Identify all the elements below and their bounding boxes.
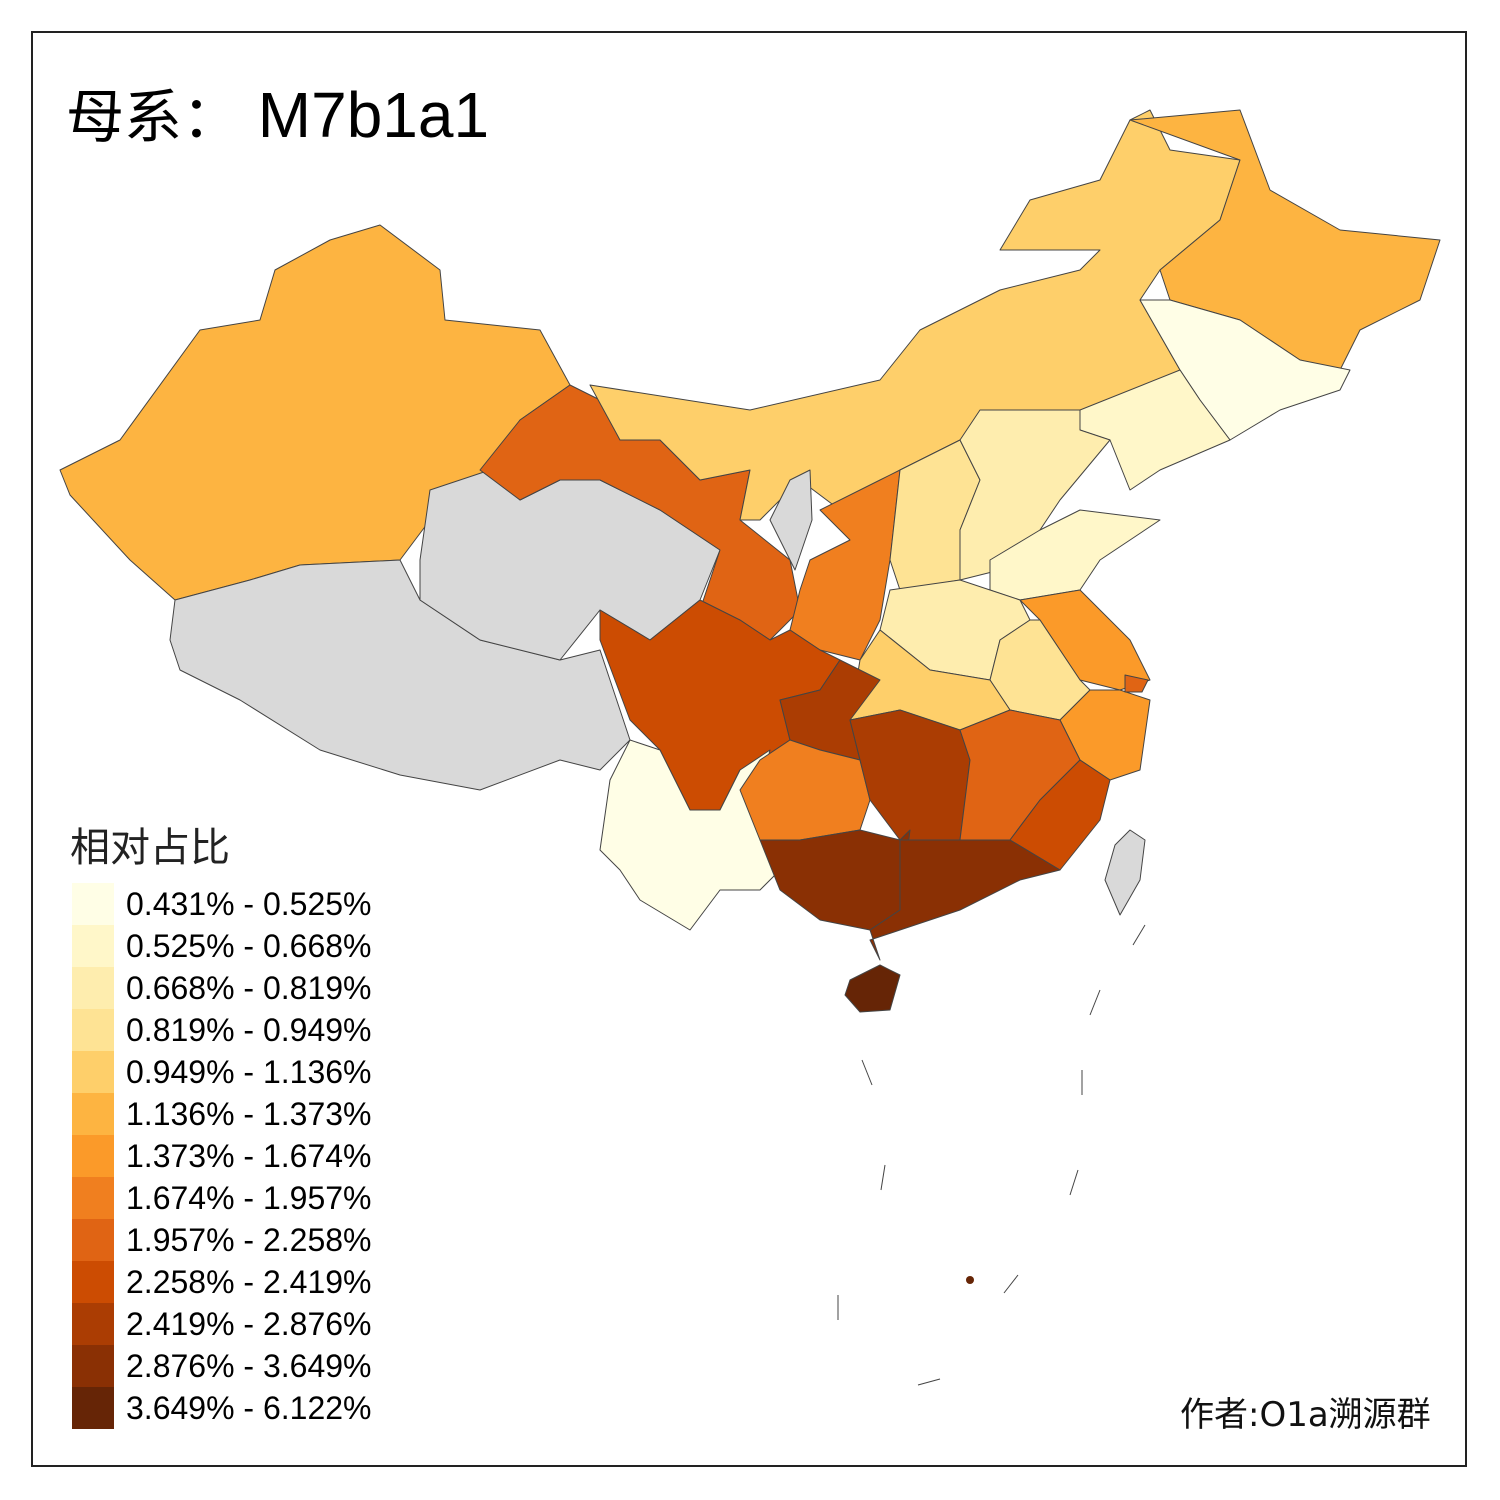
map-title: 母系： M7b1a1	[66, 70, 489, 154]
legend-item: 0.525% - 0.668%	[72, 925, 372, 967]
legend-item: 0.431% - 0.525%	[72, 883, 372, 925]
legend-swatch	[72, 1219, 114, 1261]
title-prefix: 母系：	[66, 83, 241, 151]
legend-label: 1.957% - 2.258%	[126, 1222, 372, 1258]
region-guangdong[interactable]	[869, 839, 1061, 961]
legend-item: 2.419% - 2.876%	[72, 1303, 372, 1345]
legend-label: 1.674% - 1.957%	[126, 1180, 372, 1216]
legend-swatch	[72, 1387, 114, 1429]
region-shanghai[interactable]	[1124, 674, 1149, 693]
legend-swatch	[72, 925, 114, 967]
map-frame	[31, 31, 1467, 1467]
legend-label: 2.419% - 2.876%	[126, 1306, 372, 1342]
legend-swatch	[72, 1345, 114, 1387]
legend-label: 0.949% - 1.136%	[126, 1054, 372, 1090]
legend: 0.431% - 0.525% 0.525% - 0.668% 0.668% - 0…	[72, 883, 372, 1429]
legend-label: 2.258% - 2.419%	[126, 1264, 372, 1300]
legend-label: 0.668% - 0.819%	[126, 970, 372, 1006]
author-credit: 作者:O1a溯源群	[1180, 1395, 1431, 1435]
legend-item: 1.674% - 1.957%	[72, 1177, 372, 1219]
legend-swatch	[72, 1303, 114, 1345]
legend-label: 2.876% - 3.649%	[126, 1348, 372, 1384]
legend-item: 2.258% - 2.419%	[72, 1261, 372, 1303]
legend-item: 3.649% - 6.122%	[72, 1387, 372, 1429]
legend-item: 0.949% - 1.136%	[72, 1051, 372, 1093]
legend-swatch	[72, 967, 114, 1009]
legend-item: 0.819% - 0.949%	[72, 1009, 372, 1051]
legend-item: 0.668% - 0.819%	[72, 967, 372, 1009]
legend-swatch	[72, 1009, 114, 1051]
legend-title: 相对占比	[70, 825, 230, 871]
region-guangxi[interactable]	[759, 829, 911, 931]
legend-swatch	[72, 1177, 114, 1219]
region-taiwan[interactable]	[1104, 829, 1146, 916]
legend-swatch	[72, 1093, 114, 1135]
south-china-sea-islands	[837, 924, 1146, 1386]
legend-swatch	[72, 1051, 114, 1093]
legend-label: 1.373% - 1.674%	[126, 1138, 372, 1174]
legend-label: 0.431% - 0.525%	[126, 886, 372, 922]
legend-item: 1.136% - 1.373%	[72, 1093, 372, 1135]
legend-label: 3.649% - 6.122%	[126, 1390, 372, 1426]
legend-label: 0.819% - 0.949%	[126, 1012, 372, 1048]
region-hainan[interactable]	[844, 964, 901, 1013]
legend-label: 0.525% - 0.668%	[126, 928, 372, 964]
legend-swatch	[72, 883, 114, 925]
region-ningxia[interactable]	[769, 469, 813, 571]
region-hunan[interactable]	[849, 709, 971, 841]
legend-item: 2.876% - 3.649%	[72, 1345, 372, 1387]
legend-swatch	[72, 1135, 114, 1177]
title-haplogroup: M7b1a1	[257, 79, 490, 151]
region-tibet[interactable]	[169, 559, 631, 791]
region-shaanxi[interactable]	[789, 469, 901, 661]
legend-swatch	[72, 1261, 114, 1303]
region-hebei[interactable]	[959, 409, 1111, 581]
legend-label: 1.136% - 1.373%	[126, 1096, 372, 1132]
legend-item: 1.373% - 1.674%	[72, 1135, 372, 1177]
legend-item: 1.957% - 2.258%	[72, 1219, 372, 1261]
